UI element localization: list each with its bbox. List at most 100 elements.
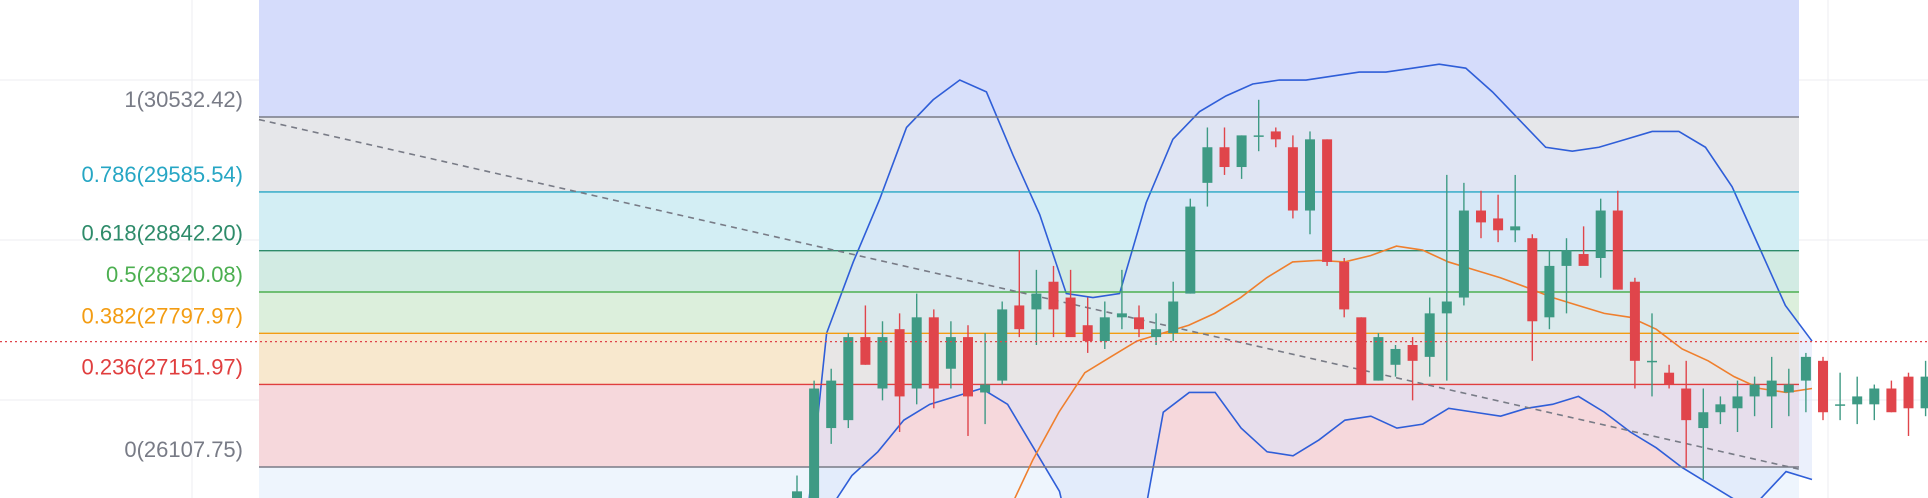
candle: [1390, 345, 1401, 377]
candle-body: [1202, 147, 1213, 183]
candle-body: [1116, 313, 1127, 318]
candle-body: [894, 329, 905, 397]
candle-body: [1305, 139, 1315, 211]
candle-body: [997, 309, 1008, 381]
candle: [1476, 190, 1486, 239]
candle: [894, 313, 905, 433]
candle: [1510, 174, 1521, 243]
candle: [1664, 364, 1675, 389]
candle: [1869, 384, 1880, 421]
bollinger-band-fill: [809, 64, 1812, 498]
candle-body: [1168, 301, 1179, 334]
candle: [997, 301, 1008, 385]
candle: [1134, 305, 1144, 338]
candle: [1356, 317, 1367, 385]
candle-body: [843, 337, 854, 421]
candle-body: [1903, 376, 1914, 409]
bollinger-upper-line: [808, 63, 1813, 498]
candle-body: [1253, 135, 1264, 137]
candle-body: [1476, 210, 1486, 223]
candle: [1373, 333, 1384, 381]
candle: [1305, 131, 1315, 235]
candle-body: [1356, 317, 1367, 385]
candle-body: [1287, 147, 1298, 211]
candle-body: [1322, 139, 1333, 262]
candle: [1253, 99, 1264, 152]
candle: [1698, 388, 1709, 480]
candle: [1800, 352, 1811, 413]
candle: [1835, 372, 1846, 421]
candle-body: [1493, 218, 1504, 231]
candle-body: [1783, 384, 1794, 393]
candle: [1578, 226, 1589, 266]
candle: [1185, 198, 1196, 294]
candle: [1116, 269, 1127, 330]
candle-body: [809, 388, 820, 498]
candle: [1561, 238, 1572, 314]
candle: [928, 309, 939, 409]
candle-body: [911, 317, 922, 389]
candle-body: [1151, 329, 1162, 338]
candle: [1595, 198, 1606, 278]
candle-body: [1647, 360, 1657, 363]
candle-body: [1561, 250, 1572, 266]
candle-body: [1886, 388, 1897, 413]
candle-body: [1510, 226, 1521, 231]
candle-body: [1441, 301, 1452, 314]
candle: [1048, 265, 1059, 338]
candle-body: [1920, 376, 1928, 409]
candle-body: [1236, 135, 1247, 168]
candle: [1783, 368, 1794, 417]
fib-level-label-0: 0(26107.75): [124, 437, 243, 462]
candle-body: [1339, 261, 1350, 310]
candle: [1082, 297, 1093, 353]
candle: [1732, 380, 1743, 433]
candle-body: [860, 337, 871, 365]
candle-body: [1698, 412, 1709, 429]
candle: [1065, 269, 1076, 338]
candle-body: [1458, 210, 1469, 298]
candle: [1287, 135, 1298, 219]
candle-body: [928, 317, 939, 389]
candle-body: [1766, 380, 1777, 397]
candle-body: [1424, 313, 1435, 357]
candle-body: [1390, 348, 1401, 365]
candle: [1681, 360, 1692, 468]
candle: [1151, 313, 1162, 346]
candle: [1766, 356, 1777, 429]
candle-body: [1852, 396, 1863, 405]
candle-body: [1099, 317, 1110, 342]
candle-body: [980, 384, 991, 393]
candle-body: [1407, 345, 1418, 361]
candle-body: [1664, 372, 1675, 385]
candle: [945, 321, 956, 389]
fib-zone-above: [259, 0, 1799, 117]
candle-body: [1818, 360, 1828, 413]
candle: [1099, 301, 1110, 349]
candle: [1852, 376, 1863, 425]
candle: [1031, 269, 1042, 346]
candle: [1612, 190, 1623, 290]
candle: [1749, 376, 1760, 417]
candle-body: [1014, 305, 1025, 330]
candle: [877, 321, 888, 401]
candle-body: [1219, 147, 1230, 168]
candle: [1647, 313, 1657, 397]
fib-level-label-0618: 0.618(28842.20): [82, 221, 243, 246]
candle: [1903, 372, 1914, 436]
candle-body: [877, 337, 888, 389]
candle-body: [945, 337, 956, 369]
candle-body: [792, 491, 802, 498]
candle-body: [1869, 388, 1880, 405]
fib-level-label-05: 0.5(28320.08): [106, 262, 243, 287]
fib-level-label-0382: 0.382(27797.97): [82, 303, 243, 328]
candle: [809, 380, 820, 498]
candle: [1322, 139, 1333, 266]
candle: [1920, 360, 1928, 417]
candle-body: [1835, 404, 1846, 406]
candle-body: [1065, 297, 1076, 338]
candle: [1219, 127, 1230, 175]
candle: [980, 333, 991, 425]
candle: [1014, 250, 1025, 338]
